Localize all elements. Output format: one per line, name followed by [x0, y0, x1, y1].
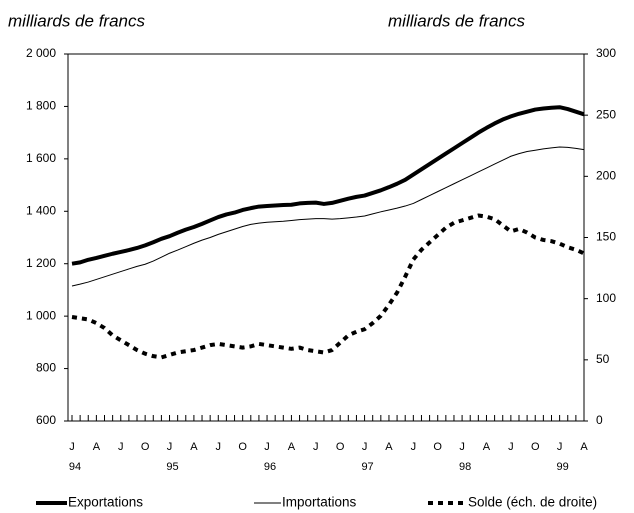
y-axis-title: milliards de francs: [8, 11, 145, 30]
x-tick-label: O: [141, 441, 150, 453]
y2-tick-label: 250: [596, 107, 616, 121]
legend-label: Exportations: [68, 495, 143, 510]
y2-tick-label: 50: [596, 352, 610, 366]
series-line: [71, 105, 585, 266]
y-tick-label: 1 800: [26, 99, 56, 113]
y2-tick-label: 100: [596, 291, 616, 305]
x-tick-label: J: [362, 441, 368, 453]
y-tick-label: 1 200: [26, 256, 56, 270]
y2-tick-label: 300: [596, 46, 616, 60]
x-tick-label: A: [190, 441, 198, 453]
x-tick-label: O: [531, 441, 540, 453]
series-line: [71, 213, 585, 360]
x-tick-label: O: [336, 441, 345, 453]
x-tick-label: J: [264, 441, 270, 453]
y2-tick-label: 200: [596, 169, 616, 183]
x-tick-label: A: [580, 441, 588, 453]
y-tick-label: 2 000: [26, 46, 56, 60]
x-tick-label: J: [459, 441, 465, 453]
x-tick-label: J: [411, 441, 417, 453]
x-tick-label: A: [385, 441, 393, 453]
y2-axis-title: milliards de francs: [388, 11, 525, 30]
legend-label: Solde (éch. de droite): [468, 495, 597, 510]
y2-tick-label: 150: [596, 230, 616, 244]
legend-label: Importations: [282, 495, 357, 510]
x-tick-label: J: [118, 441, 124, 453]
x-tick-label: J: [557, 441, 563, 453]
y-tick-label: 1 400: [26, 203, 56, 217]
x-year-label: 99: [556, 461, 568, 473]
x-tick-label: A: [93, 441, 101, 453]
y-tick-label: 600: [36, 413, 56, 427]
x-year-label: 97: [361, 461, 373, 473]
x-year-label: 98: [459, 461, 471, 473]
y2-tick-label: 0: [596, 413, 603, 427]
y-tick-label: 800: [36, 361, 56, 375]
x-tick-label: O: [433, 441, 442, 453]
x-year-label: 96: [264, 461, 276, 473]
y-tick-label: 1 600: [26, 151, 56, 165]
x-tick-label: J: [508, 441, 514, 453]
x-year-label: 95: [166, 461, 178, 473]
series-line: [71, 146, 585, 287]
x-tick-label: A: [288, 441, 296, 453]
x-tick-label: J: [216, 441, 222, 453]
x-tick-label: J: [69, 441, 75, 453]
x-tick-label: J: [313, 441, 319, 453]
x-tick-label: J: [167, 441, 173, 453]
y-tick-label: 1 000: [26, 308, 56, 322]
x-tick-label: A: [483, 441, 491, 453]
x-year-label: 94: [69, 461, 81, 473]
plot-frame: [67, 53, 585, 422]
x-tick-label: O: [238, 441, 247, 453]
